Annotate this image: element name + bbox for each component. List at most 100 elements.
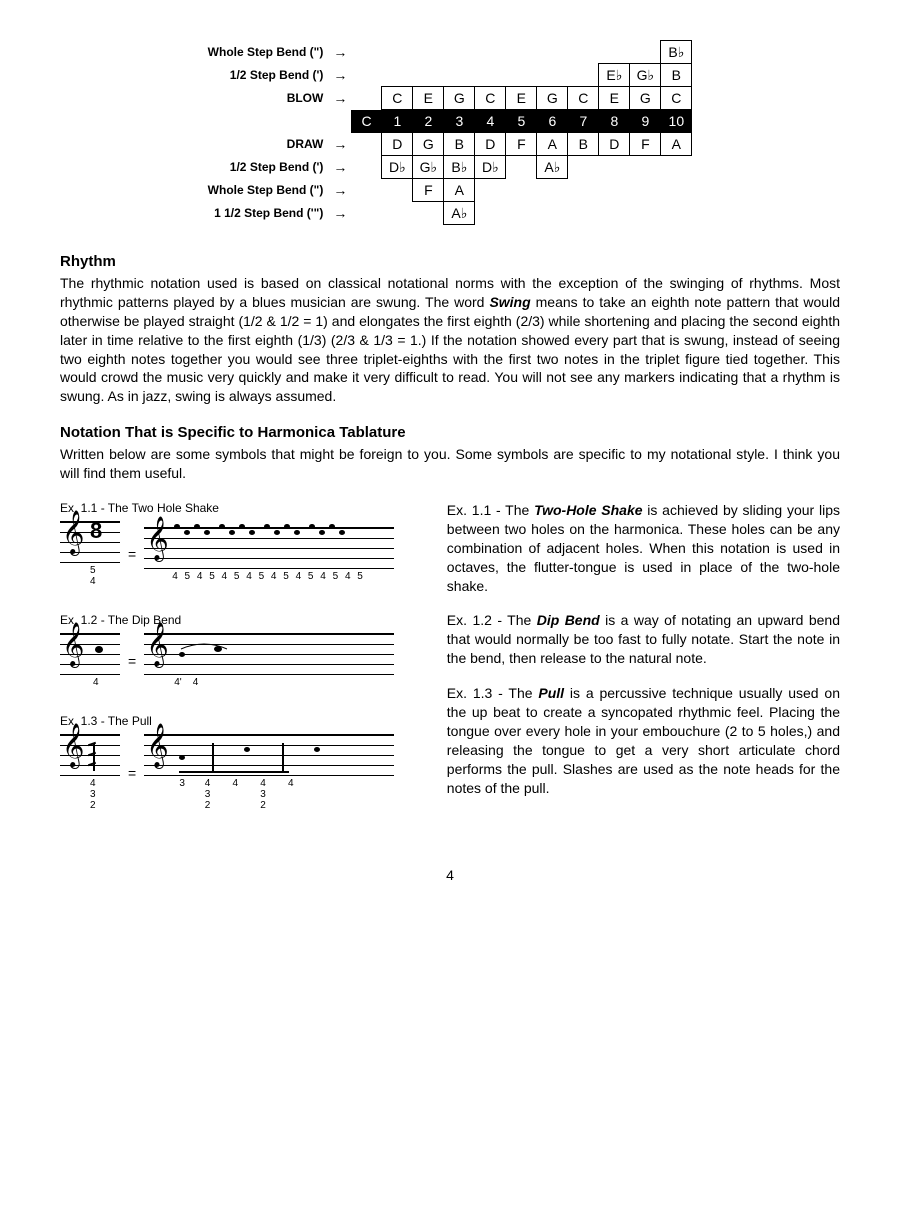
label-half-bot: 1/2 Step Bend (') [208,156,330,179]
label-half-top: 1/2 Step Bend (') [208,64,330,87]
chart-cell: E [413,87,444,110]
chart-cell: G♭ [413,156,444,179]
tab-number: 4 [278,778,303,789]
hole-number: 2 [413,110,444,133]
ex2-long: 𝄞 4' 4 [144,633,394,688]
chart-cell: C [661,87,692,110]
music-staff: 𝄞 8 [60,521,120,563]
chart-cell: G♭ [630,64,661,87]
chart-cell: A [661,133,692,156]
page-content: Whole Step Bend (") → B♭ 1/2 Step Bend (… [0,0,900,913]
notation-paragraph: Written below are some symbols that migh… [60,445,840,483]
chart-cell: E [599,87,630,110]
hole-number: 7 [568,110,599,133]
chart-cell: B♭ [661,41,692,64]
tab-number: 4' [174,677,181,688]
hole-number: 10 [661,110,692,133]
arrow-icon: → [329,133,351,156]
chart-cell: A [537,133,568,156]
hole-number: 1 [382,110,413,133]
ex2-desc-prefix: Ex. 1.2 - The [447,612,537,628]
harmonica-chart: Whole Step Bend (") → B♭ 1/2 Step Bend (… [60,40,840,225]
note-icon: 8 [90,518,102,544]
chart-cell: D♭ [475,156,506,179]
tab-numbers: 3 4 3 2 4 4 3 2 4 [144,778,394,811]
chart-cell: G [444,87,475,110]
chart-cell: A [444,179,475,202]
chart-cell: F [630,133,661,156]
slur-icon [179,639,229,651]
chart-cell: F [413,179,444,202]
music-staff: 𝄞 [60,633,120,675]
ex3-desc-prefix: Ex. 1.3 - The [447,685,539,701]
chart-cell: B [568,133,599,156]
harmonica-table: Whole Step Bend (") → B♭ 1/2 Step Bend (… [208,40,693,225]
chart-cell: B [661,64,692,87]
chart-cell: C [568,87,599,110]
ex3-long: 𝄞 3 4 3 2 4 4 3 2 4 [144,734,394,811]
hole-number: 3 [444,110,475,133]
equals-icon: = [128,653,136,669]
ex3-description: Ex. 1.3 - The Pull is a percussive techn… [447,684,840,797]
chart-cell: B [444,133,475,156]
arrow-icon: → [329,87,351,110]
hole-number: 5 [506,110,537,133]
music-staff: 𝄞 [60,734,120,776]
chart-cell: F [506,133,537,156]
tab-number: 4 [223,778,248,789]
examples-right-column: Ex. 1.1 - The Two-Hole Shake is achieved… [447,501,840,837]
ex1-desc-prefix: Ex. 1.1 - The [447,502,534,518]
ex1-staff-group: 𝄞 8 5 4 = 𝄞 [60,521,419,587]
ex1-title: Ex. 1.1 - The Two Hole Shake [60,501,419,515]
stem-icon [93,743,95,771]
chart-cell: G [413,133,444,156]
arrow-icon: → [329,41,351,64]
ex3-title: Ex. 1.3 - The Pull [60,714,419,728]
chart-cell-prefix: C [351,110,382,133]
ex3-term: Pull [538,685,564,701]
tab-number: 4 3 2 [195,778,220,811]
ex1-term: Two-Hole Shake [534,502,642,518]
label-draw: DRAW [208,133,330,156]
ex2-term: Dip Bend [537,612,600,628]
ex3-short: 𝄞 4 3 2 [60,734,120,811]
tab-numbers: 4 [60,677,120,688]
treble-clef-icon: 𝄞 [62,626,84,664]
treble-clef-icon: 𝄞 [146,520,168,558]
chart-cell: A♭ [444,202,475,225]
ex2-short: 𝄞 4 [60,633,120,688]
label-whole-top: Whole Step Bend (") [208,41,330,64]
examples-left-column: Ex. 1.1 - The Two Hole Shake 𝄞 8 5 4 = 𝄞 [60,501,419,837]
tab-numbers: 5 4 [60,565,120,587]
ex1-description: Ex. 1.1 - The Two-Hole Shake is achieved… [447,501,840,595]
chart-cell: E [506,87,537,110]
ex2-staff-group: 𝄞 4 = 𝄞 4' 4 [60,633,419,688]
rhythm-swing-term: Swing [489,294,530,310]
treble-clef-icon: 𝄞 [146,626,168,664]
tab-numbers: 4 5 4 5 4 5 4 5 4 5 4 5 4 5 4 5 [144,571,394,582]
page-number: 4 [60,867,840,883]
music-staff: 𝄞 [144,633,394,675]
ex3-staff-group: 𝄞 4 3 2 = 𝄞 [60,734,419,811]
ex3-desc-body: is a percussive technique usually used o… [447,685,840,795]
treble-clef-icon: 𝄞 [146,727,168,765]
chart-cell: D [599,133,630,156]
equals-icon: = [128,546,136,562]
arrow-icon: → [329,64,351,87]
chart-cell: G [630,87,661,110]
ex1-short: 𝄞 8 5 4 [60,521,120,587]
chart-cell: D [475,133,506,156]
rhythm-paragraph: The rhythmic notation used is based on c… [60,274,840,406]
tab-numbers: 4' 4 [144,677,394,688]
treble-clef-icon: 𝄞 [62,514,84,552]
ex2-title: Ex. 1.2 - The Dip Bend [60,613,419,627]
rhythm-heading: Rhythm [60,253,840,270]
arrow-icon: → [329,156,351,179]
treble-clef-icon: 𝄞 [62,727,84,765]
tab-number: 3 [172,778,192,789]
chart-cell: G [537,87,568,110]
arrow-icon: → [329,202,351,225]
chart-cell: D [382,133,413,156]
chart-cell: A♭ [537,156,568,179]
label-blow: BLOW [208,87,330,110]
